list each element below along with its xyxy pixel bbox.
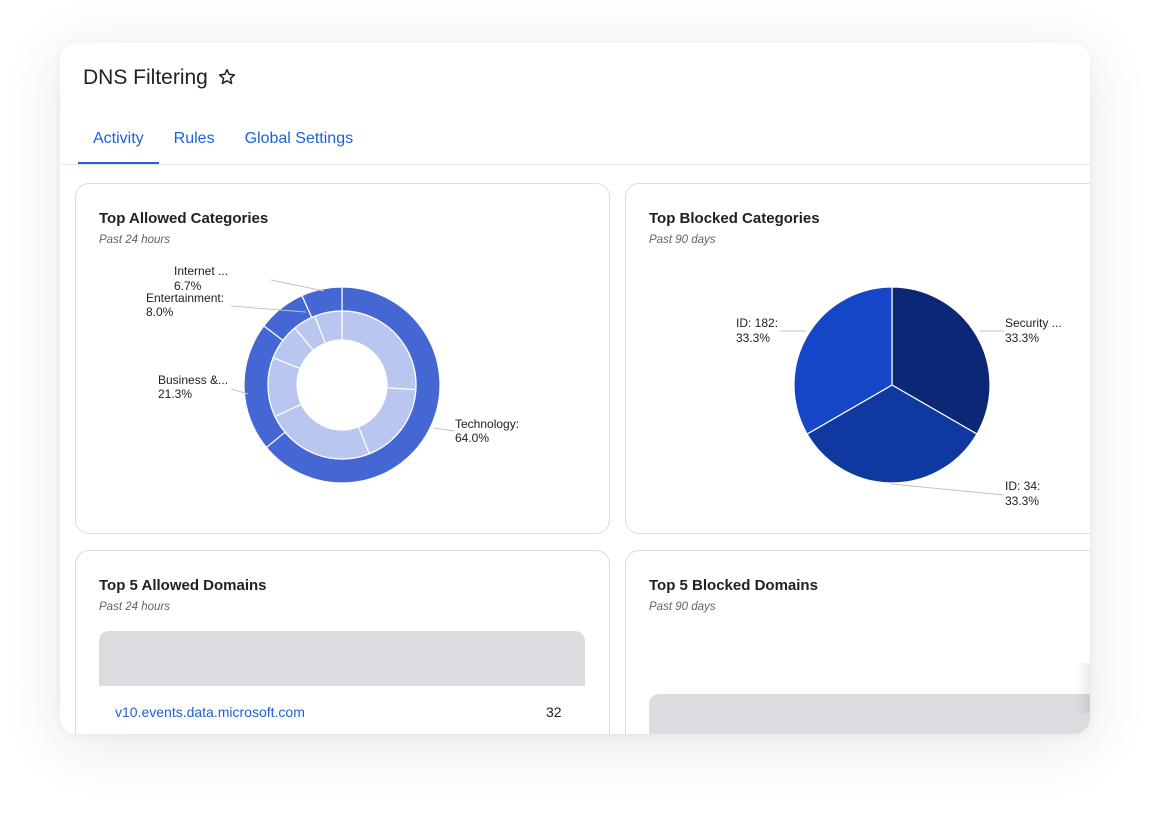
- leader-line-internet: [270, 279, 325, 292]
- top-allowed-domains-card: Top 5 Allowed Domains Past 24 hours v10.…: [75, 550, 610, 734]
- card-title: Top Allowed Categories: [99, 210, 269, 227]
- label-id34-value: 33.3%: [1005, 494, 1039, 508]
- top-allowed-categories-card: Top Allowed Categories Past 24 hours Tec…: [75, 183, 610, 534]
- blocked-categories-pie-chart: Security ... 33.3% ID: 34: 33.3% ID: 182…: [736, 286, 1062, 508]
- label-technology-value: 64.0%: [455, 431, 489, 445]
- pie-slice-1[interactable]: [806, 384, 978, 484]
- leader-line-technology: [433, 427, 455, 432]
- pie-slice-0[interactable]: [891, 286, 991, 435]
- label-technology-name: Technology:: [455, 417, 519, 431]
- label-internet-value: 6.7%: [174, 279, 202, 293]
- top-blocked-categories-card: Top Blocked Categories Past 90 days Secu…: [625, 183, 1090, 534]
- label-entertainment-value: 8.0%: [146, 305, 174, 319]
- star-icon[interactable]: [217, 67, 237, 87]
- card-title: Top 5 Allowed Domains: [99, 577, 267, 594]
- domains-table-header: [99, 631, 585, 686]
- card-subtitle: Past 90 days: [649, 234, 716, 246]
- tab-rules[interactable]: Rules: [173, 130, 215, 147]
- dns-filtering-window: DNS Filtering Activity Rules Global Sett…: [60, 43, 1090, 734]
- page-title: DNS Filtering: [83, 66, 208, 89]
- top-blocked-domains-card: Top 5 Blocked Domains Past 90 days: [625, 550, 1090, 734]
- card-subtitle: Past 24 hours: [99, 601, 170, 613]
- label-id182-name: ID: 182:: [736, 316, 778, 330]
- card-subtitle: Past 90 days: [649, 601, 716, 613]
- label-business-name: Business &...: [158, 373, 228, 387]
- donut-hole: [297, 340, 387, 430]
- label-internet-name: Internet ...: [174, 264, 228, 278]
- label-id34-name: ID: 34:: [1005, 479, 1040, 493]
- label-id182-value: 33.3%: [736, 331, 770, 345]
- card-title: Top 5 Blocked Domains: [649, 577, 818, 594]
- page-header: DNS Filtering Activity Rules Global Sett…: [60, 43, 1090, 165]
- card-subtitle: Past 24 hours: [99, 234, 170, 246]
- blocked-domains-table-header: [649, 694, 1090, 734]
- scroll-edge-shadow: [1076, 663, 1090, 713]
- label-security-value: 33.3%: [1005, 331, 1039, 345]
- leader-line-id34: [890, 483, 1005, 496]
- leader-line-business: [230, 388, 249, 395]
- label-security-name: Security ...: [1005, 316, 1062, 330]
- tab-activity[interactable]: Activity: [78, 121, 159, 165]
- label-entertainment-name: Entertainment:: [146, 291, 224, 305]
- tab-bar: Activity Rules Global Settings: [78, 121, 368, 165]
- pie-slice-2[interactable]: [793, 286, 893, 435]
- label-business-value: 21.3%: [158, 387, 192, 401]
- tab-divider: [60, 164, 1090, 165]
- card-title: Top Blocked Categories: [649, 210, 820, 227]
- domain-link[interactable]: v10.events.data.microsoft.com: [115, 704, 305, 720]
- allowed-categories-donut-chart: Technology: 64.0% Business &... 21.3% En…: [146, 264, 519, 484]
- tab-global-settings[interactable]: Global Settings: [244, 130, 354, 147]
- domain-count: 32: [546, 704, 562, 720]
- leader-line-entertainment: [230, 305, 307, 313]
